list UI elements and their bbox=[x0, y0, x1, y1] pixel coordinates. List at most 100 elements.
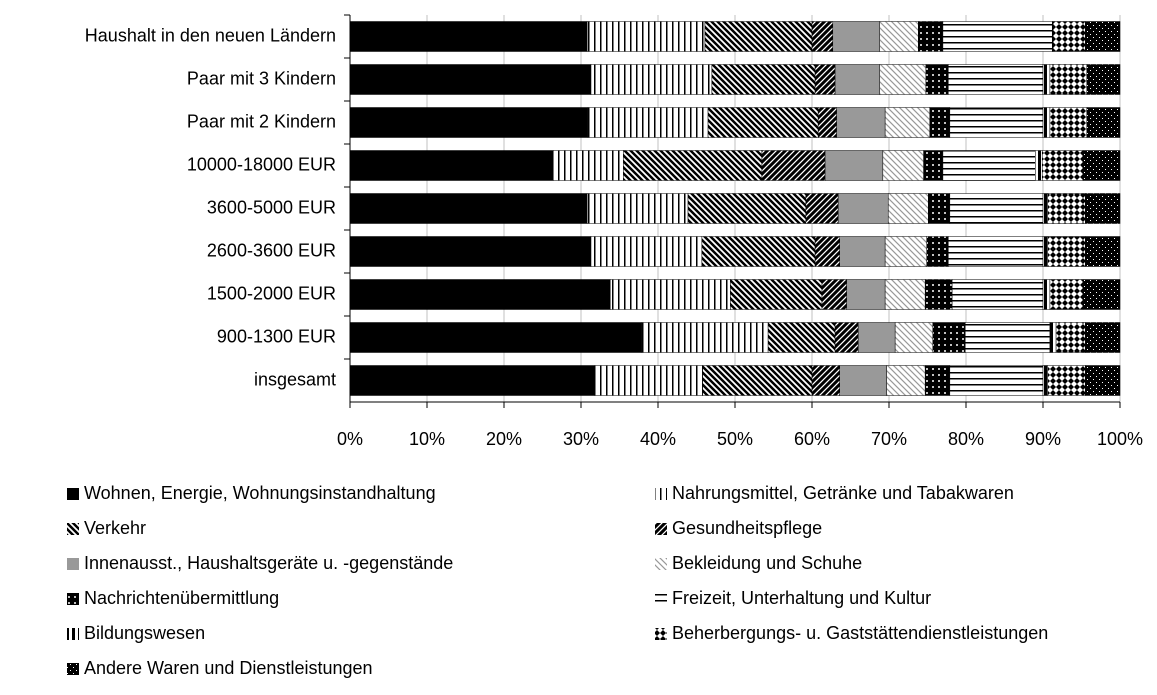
bar-segment bbox=[886, 365, 926, 396]
bar-segment bbox=[805, 193, 839, 224]
bar-segment bbox=[887, 193, 929, 224]
bar-segment bbox=[951, 279, 1044, 310]
x-tick-label: 90% bbox=[1025, 429, 1061, 449]
bar-segment bbox=[1042, 236, 1048, 267]
bar-segment bbox=[839, 365, 887, 396]
bar-segment bbox=[1085, 322, 1121, 353]
bar-segment bbox=[349, 322, 643, 353]
bar-segment bbox=[761, 150, 826, 181]
bar-segment bbox=[1086, 64, 1121, 95]
bar-segment bbox=[1041, 150, 1084, 181]
bar-segment bbox=[928, 193, 951, 224]
bar-segment bbox=[1042, 365, 1048, 396]
bar-segment bbox=[924, 279, 953, 310]
bar-segment bbox=[837, 193, 889, 224]
bar-segment bbox=[623, 150, 763, 181]
legend-label: Innenausst., Haushaltsgeräte u. -gegenst… bbox=[84, 553, 453, 573]
bar-segment bbox=[594, 365, 703, 396]
bar-segment bbox=[349, 21, 588, 52]
legend-swatch bbox=[655, 488, 667, 500]
bar-segment bbox=[349, 236, 592, 267]
legend-label: Freizeit, Unterhaltung und Kultur bbox=[672, 588, 931, 608]
y-tick-label: insgesamt bbox=[254, 369, 336, 389]
x-tick-label: 60% bbox=[794, 429, 830, 449]
bar-segment bbox=[949, 365, 1044, 396]
bar-segment bbox=[1085, 21, 1121, 52]
bar-segment bbox=[929, 107, 951, 138]
legend-label: Nahrungsmittel, Getränke und Tabakwaren bbox=[672, 483, 1014, 503]
bar-segment bbox=[610, 279, 731, 310]
y-tick-label: 3600-5000 EUR bbox=[207, 197, 336, 217]
bar-segment bbox=[824, 150, 884, 181]
bar-segment bbox=[949, 193, 1044, 224]
bar-segment bbox=[1042, 193, 1048, 224]
bar-segment bbox=[814, 64, 836, 95]
bar-segment bbox=[1049, 279, 1084, 310]
bar-segment bbox=[882, 150, 924, 181]
bar-segment bbox=[1042, 107, 1051, 138]
bar-segment bbox=[879, 64, 927, 95]
bar-segment bbox=[834, 64, 881, 95]
bar-segment bbox=[349, 107, 589, 138]
x-tick-label: 50% bbox=[717, 429, 753, 449]
legend-label: Bekleidung und Schuhe bbox=[672, 553, 862, 573]
legend-swatch bbox=[655, 593, 667, 605]
bar-segment bbox=[821, 279, 847, 310]
bar-segment bbox=[586, 21, 706, 52]
bar-segment bbox=[925, 64, 949, 95]
bar-segment bbox=[1047, 236, 1086, 267]
bar-segment bbox=[767, 322, 836, 353]
bar-segment bbox=[879, 21, 919, 52]
bar-segment bbox=[590, 236, 703, 267]
bar-segment bbox=[1042, 64, 1051, 95]
x-tick-label: 0% bbox=[337, 429, 363, 449]
bar-segment bbox=[641, 322, 769, 353]
legend-label: Nachrichtenübermittlung bbox=[84, 588, 279, 608]
x-tick-label: 40% bbox=[640, 429, 676, 449]
bar-segment bbox=[846, 279, 886, 310]
bar-segment bbox=[1047, 365, 1086, 396]
y-tick-label: Paar mit 2 Kindern bbox=[187, 111, 336, 131]
legend-swatch bbox=[67, 593, 79, 605]
bar-segment bbox=[553, 150, 624, 181]
bar-segment bbox=[857, 322, 896, 353]
bar-segment bbox=[701, 236, 816, 267]
bar-segment bbox=[894, 322, 934, 353]
bar-segment bbox=[1082, 279, 1121, 310]
bar-segment bbox=[349, 193, 588, 224]
bar-segment bbox=[687, 193, 807, 224]
y-tick-label: Haushalt in den neuen Ländern bbox=[85, 25, 336, 45]
y-tick-label: Paar mit 3 Kindern bbox=[187, 68, 336, 88]
bar-segment bbox=[1049, 322, 1057, 353]
legend-swatch bbox=[67, 558, 79, 570]
bar-segment bbox=[1035, 150, 1043, 181]
bar-segment bbox=[349, 365, 596, 396]
y-tick-label: 1500-2000 EUR bbox=[207, 283, 336, 303]
legend-label: Verkehr bbox=[84, 518, 146, 538]
bar-segment bbox=[1082, 150, 1121, 181]
bar-segment bbox=[590, 64, 713, 95]
legend-swatch bbox=[655, 558, 667, 570]
x-tick-label: 80% bbox=[948, 429, 984, 449]
bar-segment bbox=[811, 21, 834, 52]
bar-segment bbox=[942, 21, 1053, 52]
bar-segment bbox=[884, 236, 927, 267]
bar-segment bbox=[704, 21, 813, 52]
legend-swatch bbox=[67, 488, 79, 500]
bar-segment bbox=[1055, 322, 1086, 353]
x-tick-label: 20% bbox=[486, 429, 522, 449]
bar-segment bbox=[1086, 107, 1121, 138]
y-tick-label: 900-1300 EUR bbox=[217, 326, 336, 346]
bar-segment bbox=[926, 236, 949, 267]
legend-label: Gesundheitspflege bbox=[672, 518, 822, 538]
bar-segment bbox=[707, 107, 819, 138]
bar-segment bbox=[949, 107, 1044, 138]
bar-segment bbox=[923, 150, 944, 181]
bar-segment bbox=[839, 236, 886, 267]
bar-segment bbox=[1085, 365, 1121, 396]
bar-segment bbox=[586, 193, 689, 224]
x-tick-label: 70% bbox=[871, 429, 907, 449]
bar-segment bbox=[1049, 64, 1088, 95]
legend-swatch bbox=[67, 663, 79, 675]
